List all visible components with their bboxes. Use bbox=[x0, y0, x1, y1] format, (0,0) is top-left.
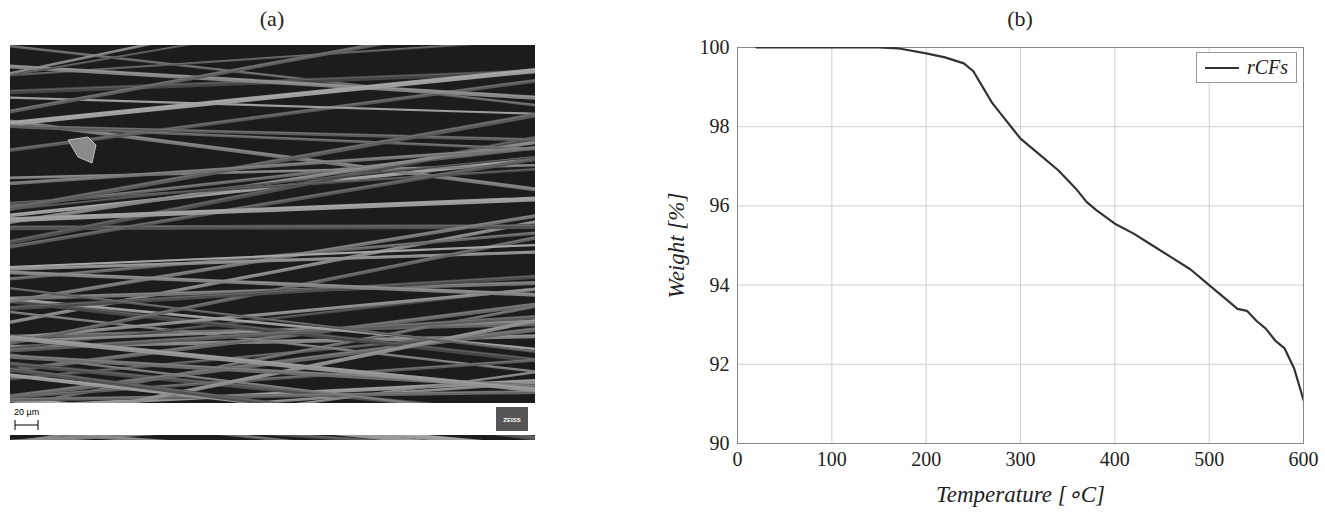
svg-text:90: 90 bbox=[710, 432, 730, 454]
svg-text:98: 98 bbox=[710, 115, 730, 137]
svg-text:300: 300 bbox=[1006, 448, 1036, 470]
svg-text:600: 600 bbox=[1289, 448, 1319, 470]
svg-text:20 µm: 20 µm bbox=[14, 407, 39, 417]
svg-text:100: 100 bbox=[817, 448, 847, 470]
svg-text:96: 96 bbox=[710, 194, 730, 216]
svg-text:200: 200 bbox=[911, 448, 941, 470]
svg-text:Weight [%]: Weight [%] bbox=[664, 193, 689, 299]
html-text:rCFs: rCFs bbox=[1246, 56, 1288, 78]
svg-text:0: 0 bbox=[733, 448, 743, 470]
svg-text:ZEISS: ZEISS bbox=[503, 417, 520, 423]
html-text:(a): (a) bbox=[259, 6, 285, 31]
svg-text:94: 94 bbox=[710, 274, 730, 296]
svg-text:100: 100 bbox=[700, 36, 730, 58]
svg-text:Temperature [∘C]: Temperature [∘C] bbox=[936, 482, 1105, 507]
svg-text:400: 400 bbox=[1100, 448, 1130, 470]
html-text:(b): (b) bbox=[1007, 6, 1033, 31]
svg-text:500: 500 bbox=[1194, 448, 1224, 470]
svg-text:92: 92 bbox=[710, 353, 730, 375]
